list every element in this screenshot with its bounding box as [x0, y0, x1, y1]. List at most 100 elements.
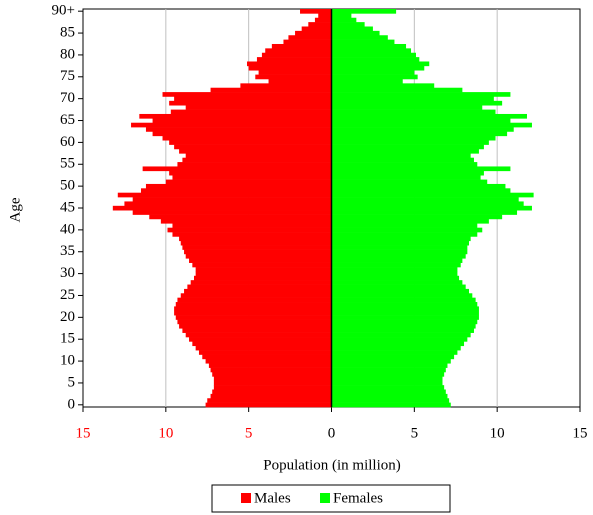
- bar: [185, 153, 332, 159]
- bar: [198, 350, 332, 355]
- bar: [117, 192, 332, 198]
- bar: [192, 341, 332, 347]
- bar: [210, 367, 332, 373]
- bar: [331, 83, 435, 89]
- bar: [331, 43, 407, 49]
- bar: [185, 253, 332, 259]
- bar: [213, 385, 332, 390]
- y-tick-label: 45: [60, 199, 75, 215]
- bar: [331, 113, 527, 119]
- bar: [182, 328, 332, 333]
- bar: [210, 87, 332, 93]
- y-tick-label: 5: [68, 374, 76, 390]
- bar: [182, 245, 332, 250]
- bar: [331, 354, 455, 360]
- bar: [175, 315, 332, 320]
- bar: [170, 109, 332, 115]
- bar: [165, 179, 332, 185]
- bar: [213, 376, 332, 382]
- bar: [331, 157, 474, 163]
- bar: [331, 179, 488, 185]
- bar: [331, 175, 481, 180]
- x-tick-label: 15: [76, 425, 91, 441]
- bar: [331, 267, 458, 272]
- bar: [308, 22, 332, 27]
- y-tick-label: 80: [60, 46, 75, 62]
- bar: [300, 9, 332, 14]
- bar: [331, 249, 468, 255]
- bar: [132, 197, 332, 202]
- y-tick-label: 90+: [52, 3, 75, 19]
- bar: [185, 105, 332, 110]
- bar: [331, 240, 470, 246]
- bar: [331, 293, 473, 298]
- legend-label: Males: [254, 490, 291, 506]
- bar: [331, 328, 474, 333]
- bar: [331, 78, 403, 84]
- bar: [256, 57, 332, 62]
- legend-box: [211, 484, 451, 513]
- bar: [295, 30, 332, 36]
- x-tick-label: 5: [245, 425, 253, 441]
- bar: [331, 153, 471, 159]
- bar: [331, 74, 418, 80]
- legend-swatch: [241, 493, 251, 503]
- bar: [331, 135, 496, 141]
- bar: [331, 162, 478, 167]
- bar: [152, 118, 332, 124]
- bar: [331, 92, 511, 97]
- bar: [331, 131, 508, 137]
- bar: [177, 297, 332, 303]
- bar: [331, 253, 466, 259]
- y-tick-label: 10: [60, 353, 75, 369]
- bar: [314, 17, 332, 23]
- bar: [187, 284, 332, 290]
- y-tick-label: 60: [60, 134, 75, 150]
- bar: [212, 389, 332, 395]
- bar: [331, 105, 483, 110]
- bar: [179, 148, 332, 154]
- bar: [184, 288, 332, 294]
- bar: [132, 210, 332, 215]
- y-tick-label: 50: [60, 178, 75, 194]
- y-tick-label: 15: [60, 331, 75, 347]
- y-tick-label: 0: [68, 396, 76, 412]
- bar: [172, 175, 332, 180]
- bar: [331, 188, 511, 193]
- legend-swatch: [320, 493, 330, 503]
- bar: [331, 13, 352, 19]
- bar: [331, 297, 476, 303]
- bar: [247, 61, 332, 67]
- bar: [145, 183, 332, 189]
- y-tick-label: 25: [60, 287, 75, 303]
- bar: [145, 127, 332, 132]
- bar: [331, 271, 458, 277]
- bar: [318, 13, 332, 19]
- bar: [331, 332, 471, 338]
- y-tick-label: 75: [60, 68, 75, 84]
- bar: [331, 218, 489, 224]
- bar: [331, 122, 532, 128]
- bar: [174, 306, 332, 312]
- bar: [331, 376, 443, 382]
- bar: [331, 214, 503, 220]
- bar: [288, 35, 332, 40]
- bar: [212, 372, 332, 377]
- bar: [162, 92, 332, 97]
- bar: [331, 39, 395, 45]
- bar: [213, 380, 332, 386]
- bar: [167, 227, 332, 233]
- bar: [331, 380, 443, 386]
- bar: [331, 17, 357, 23]
- bar: [331, 284, 466, 290]
- bar: [331, 275, 460, 281]
- bar: [179, 236, 332, 242]
- bar: [331, 96, 494, 102]
- bar: [202, 354, 332, 360]
- bar: [240, 83, 332, 89]
- bar: [331, 337, 468, 342]
- bar: [174, 144, 332, 150]
- x-tick-label: 5: [411, 425, 419, 441]
- bar: [331, 236, 471, 242]
